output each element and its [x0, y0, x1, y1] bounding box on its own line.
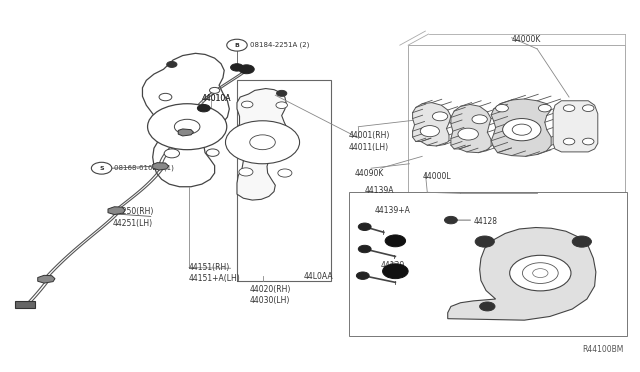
Circle shape [532, 269, 548, 278]
Circle shape [276, 102, 287, 109]
Polygon shape [413, 103, 451, 146]
Circle shape [512, 124, 531, 135]
Circle shape [385, 235, 406, 247]
Bar [15, 301, 35, 308]
Circle shape [159, 93, 172, 101]
Circle shape [445, 217, 458, 224]
Circle shape [225, 121, 300, 164]
Circle shape [356, 272, 369, 279]
Circle shape [472, 115, 487, 124]
Polygon shape [38, 275, 55, 283]
Circle shape [522, 263, 558, 283]
Polygon shape [491, 99, 551, 156]
Circle shape [563, 105, 575, 112]
Circle shape [383, 264, 408, 279]
Circle shape [278, 169, 292, 177]
Circle shape [563, 138, 575, 145]
Circle shape [197, 105, 210, 112]
Circle shape [227, 39, 247, 51]
Circle shape [433, 112, 448, 121]
Circle shape [174, 119, 200, 134]
Circle shape [250, 135, 275, 150]
Circle shape [241, 101, 253, 108]
Circle shape [358, 223, 371, 231]
Polygon shape [143, 53, 229, 187]
Text: 44128: 44128 [473, 217, 497, 226]
Circle shape [582, 138, 594, 145]
Circle shape [458, 128, 478, 140]
Polygon shape [178, 129, 193, 136]
Text: 44000L: 44000L [422, 172, 451, 181]
Text: 44139+A: 44139+A [374, 206, 410, 215]
Circle shape [572, 236, 591, 247]
Circle shape [495, 105, 508, 112]
Text: B: B [234, 43, 239, 48]
Polygon shape [448, 228, 596, 320]
Text: 44010A: 44010A [202, 94, 231, 103]
Bar [237, 80, 332, 280]
Text: S: S [99, 166, 104, 171]
Text: 08184-2251A (2): 08184-2251A (2) [250, 42, 309, 48]
Text: 44001(RH)
44011(LH): 44001(RH) 44011(LH) [349, 131, 390, 151]
Circle shape [206, 149, 219, 156]
Circle shape [420, 126, 440, 137]
Polygon shape [408, 45, 625, 221]
Text: 44000K: 44000K [511, 35, 541, 44]
Circle shape [148, 104, 227, 150]
Circle shape [475, 236, 494, 247]
Circle shape [358, 245, 371, 253]
Circle shape [230, 64, 243, 71]
Circle shape [209, 87, 220, 93]
Polygon shape [153, 163, 169, 170]
Text: 44010A: 44010A [202, 94, 231, 103]
Circle shape [509, 255, 571, 291]
Text: 44250(RH)
44251(LH): 44250(RH) 44251(LH) [113, 208, 154, 228]
Polygon shape [553, 101, 598, 152]
Text: R44100BM: R44100BM [582, 344, 623, 353]
Circle shape [164, 149, 179, 158]
Circle shape [239, 65, 254, 74]
Polygon shape [236, 89, 288, 200]
Circle shape [239, 168, 253, 176]
Text: 44139: 44139 [381, 261, 405, 270]
Polygon shape [451, 105, 491, 153]
Circle shape [167, 61, 177, 67]
Circle shape [502, 119, 541, 141]
Circle shape [479, 302, 495, 311]
Text: 44L0AA: 44L0AA [304, 272, 333, 281]
Text: 44139A: 44139A [365, 186, 394, 195]
Circle shape [276, 90, 287, 96]
Polygon shape [108, 207, 125, 215]
Circle shape [538, 105, 551, 112]
Circle shape [92, 162, 112, 174]
Text: 44020(RH)
44030(LH): 44020(RH) 44030(LH) [250, 285, 291, 305]
Bar [349, 192, 627, 336]
Text: 44090K: 44090K [355, 169, 385, 177]
Text: 44151(RH)
44151+A(LH): 44151(RH) 44151+A(LH) [189, 263, 241, 283]
Text: 08168-6162A (1): 08168-6162A (1) [115, 165, 174, 171]
Circle shape [582, 105, 594, 112]
